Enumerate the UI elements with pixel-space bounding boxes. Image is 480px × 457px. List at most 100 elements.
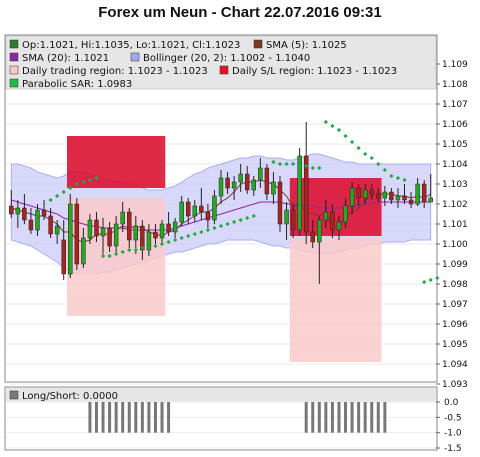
tick-label: 1.104	[442, 160, 468, 170]
candle-body	[28, 219, 34, 231]
sar-point	[284, 161, 289, 167]
sar-point	[349, 139, 355, 145]
candle	[22, 194, 27, 224]
legend-swatch-bollinger	[130, 52, 140, 62]
tick-label: 1.102	[442, 200, 468, 210]
sar-point	[363, 151, 368, 157]
candle-body	[113, 223, 119, 247]
candle-body	[212, 195, 217, 221]
sl-region	[289, 178, 382, 236]
legend-label-trading-region: Daily trading region: 1.1023 - 1.1023	[22, 66, 208, 77]
candle	[218, 170, 224, 204]
chart-title: Forex um Neun - Chart 22.07.2016 09:31	[98, 4, 382, 21]
sar-point	[94, 175, 99, 181]
candle-body	[205, 211, 211, 221]
candle	[310, 220, 315, 248]
candle	[74, 198, 80, 270]
candle	[362, 184, 368, 204]
candle-body	[218, 177, 224, 197]
tick-label: 1.101	[442, 220, 468, 230]
candle	[61, 220, 66, 280]
tick-label: 1.109	[442, 60, 468, 70]
long-short-bar	[88, 402, 92, 433]
candle	[376, 188, 381, 202]
candle-body	[258, 167, 263, 181]
candle-body	[395, 195, 401, 201]
long-short-bar	[337, 402, 341, 433]
tick-label: 1.106	[442, 120, 468, 130]
candle	[389, 188, 394, 204]
candle	[271, 172, 276, 204]
tick-label: 1.099	[442, 260, 468, 270]
candle-body	[35, 209, 40, 231]
candle-body	[166, 223, 171, 233]
candle	[395, 188, 401, 208]
sar-point	[179, 235, 184, 241]
candle	[9, 190, 14, 218]
candle-body	[421, 183, 427, 203]
candle-body	[107, 227, 112, 247]
long-short-bar	[160, 402, 164, 433]
sar-point	[127, 247, 132, 253]
candle-body	[428, 197, 433, 203]
candle-body	[277, 181, 283, 225]
price-axis: 1.093 1.094 1.095 1.096 1.097 1.098 1.099 1.100…	[436, 60, 468, 390]
sar-point	[55, 193, 60, 199]
long-short-bar	[363, 402, 367, 433]
long-short-bar	[147, 402, 151, 433]
candle-body	[61, 239, 66, 275]
long-short-bar	[108, 402, 112, 433]
candle-body	[87, 219, 93, 239]
candle-body	[192, 205, 198, 217]
tick-label: 1.100	[442, 240, 468, 250]
candle-body	[238, 173, 243, 183]
candle-body	[343, 205, 348, 223]
candle	[238, 164, 243, 192]
candle-body	[153, 231, 158, 239]
long-short-bars	[88, 402, 387, 433]
legend-item-trading-region: Daily trading region: 1.1023 - 1.1023	[9, 65, 208, 77]
legend-label-sl-region: Daily S/L region: 1.1023 - 1.1023	[232, 66, 397, 77]
candle	[415, 178, 420, 206]
candle	[251, 176, 256, 196]
candle-body	[186, 201, 191, 217]
candle-body	[9, 205, 14, 215]
candlesticks	[9, 122, 433, 284]
candle	[297, 148, 302, 236]
candle-body	[271, 181, 276, 195]
candle-body	[127, 211, 132, 241]
sar-point	[153, 243, 158, 249]
sar-point	[310, 165, 315, 171]
candle-body	[376, 193, 381, 199]
candle	[212, 190, 217, 224]
legend-swatch-trading-region	[9, 65, 19, 75]
sar-point	[166, 239, 171, 245]
candle-body	[54, 225, 60, 235]
tick-label: 1.094	[442, 360, 468, 370]
long-short-bar	[383, 402, 387, 433]
candle-body	[264, 167, 270, 195]
candle	[356, 184, 361, 206]
long-short-bar	[140, 402, 144, 433]
trading-region	[289, 238, 382, 362]
long-short-bar	[317, 402, 321, 433]
candle-body	[48, 215, 53, 235]
legend-swatch-sar	[9, 78, 19, 88]
sar-point	[74, 181, 79, 187]
long-short-bar	[167, 402, 171, 433]
legend-item-sl-region: Daily S/L region: 1.1023 - 1.1023	[219, 65, 397, 77]
candle-body	[362, 189, 368, 199]
candle-body	[323, 211, 329, 221]
sar-point	[238, 217, 243, 223]
lower-legend-label: Long/Short: 0.0000	[22, 391, 118, 402]
parabolic-sar	[48, 119, 440, 285]
candle	[284, 202, 289, 240]
candle-body	[382, 191, 388, 199]
sar-point	[81, 179, 86, 185]
long-short-bar	[127, 402, 131, 433]
candle	[258, 158, 263, 188]
candle	[133, 216, 139, 254]
sar-point	[225, 221, 230, 227]
candle	[186, 198, 191, 224]
